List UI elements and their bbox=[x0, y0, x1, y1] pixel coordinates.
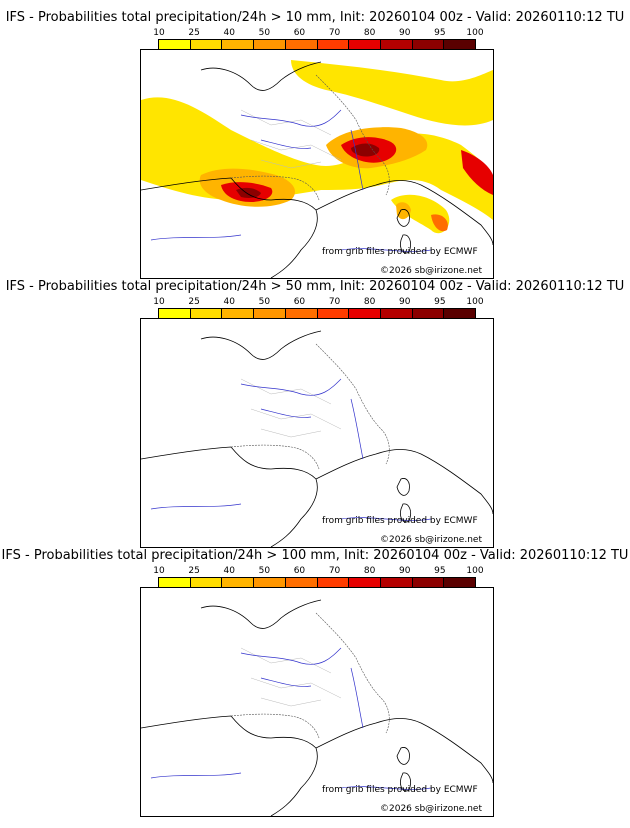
scale-tick-label: 95 bbox=[434, 566, 446, 576]
copyright-credit: ©2026 sb@irizone.net bbox=[380, 266, 482, 276]
probability-shading bbox=[141, 60, 493, 234]
coastlines bbox=[141, 599, 493, 816]
data-source-credit: from grib files provided by ECMWF bbox=[322, 516, 478, 526]
panel-title: IFS - Probabilities total precipitation/… bbox=[1, 548, 629, 563]
color-scale-labels: 10 25 40 50 60 70 80 90 95 100 bbox=[153, 297, 483, 307]
scale-swatch bbox=[222, 40, 255, 49]
scale-swatch bbox=[254, 40, 286, 49]
coastlines bbox=[141, 61, 493, 278]
scale-tick-label: 50 bbox=[258, 566, 271, 576]
scale-tick-label: 95 bbox=[434, 28, 446, 38]
scale-swatch bbox=[222, 309, 255, 318]
scale-tick-label: 100 bbox=[466, 566, 484, 576]
scale-tick-label: 60 bbox=[293, 28, 306, 38]
precipitation-map: from grib files provided by ECMWF ©2026 … bbox=[140, 49, 494, 279]
scale-tick-label: 10 bbox=[153, 297, 165, 307]
scale-tick-label: 100 bbox=[466, 297, 484, 307]
country-borders bbox=[230, 343, 390, 470]
scale-tick-label: 70 bbox=[328, 28, 341, 38]
rivers bbox=[150, 109, 432, 252]
scale-tick-label: 40 bbox=[223, 28, 235, 38]
scale-tick-label: 90 bbox=[399, 297, 411, 307]
panel-10mm: IFS - Probabilities total precipitation/… bbox=[0, 10, 630, 280]
scale-tick-label: 40 bbox=[223, 297, 235, 307]
scale-tick-label: 80 bbox=[363, 297, 376, 307]
scale-swatch bbox=[159, 578, 191, 587]
scale-swatch bbox=[349, 578, 381, 587]
scale-swatch bbox=[412, 309, 445, 318]
scale-swatch bbox=[317, 309, 350, 318]
panel-100mm: IFS - Probabilities total precipitation/… bbox=[0, 548, 630, 828]
scale-tick-label: 100 bbox=[466, 28, 484, 38]
scale-swatch bbox=[380, 578, 413, 587]
scale-tick-label: 25 bbox=[188, 28, 200, 38]
scale-swatch bbox=[285, 578, 318, 587]
scale-swatch bbox=[317, 40, 350, 49]
data-source-credit: from grib files provided by ECMWF bbox=[322, 247, 478, 257]
rivers bbox=[150, 378, 432, 521]
scale-tick-label: 60 bbox=[293, 566, 306, 576]
scale-swatch bbox=[190, 578, 223, 587]
scale-swatch bbox=[190, 40, 223, 49]
scale-swatch bbox=[444, 40, 476, 49]
scale-swatch bbox=[317, 578, 350, 587]
scale-swatch bbox=[285, 309, 318, 318]
scale-swatch bbox=[412, 40, 445, 49]
copyright-credit: ©2026 sb@irizone.net bbox=[380, 804, 482, 814]
rivers bbox=[150, 647, 432, 790]
scale-tick-label: 50 bbox=[258, 297, 271, 307]
scale-swatch bbox=[159, 309, 191, 318]
panel-50mm: IFS - Probabilities total precipitation/… bbox=[0, 279, 630, 549]
scale-tick-label: 60 bbox=[293, 297, 306, 307]
panel-title: IFS - Probabilities total precipitation/… bbox=[5, 279, 625, 294]
map-graphic bbox=[141, 330, 493, 547]
scale-swatch bbox=[349, 40, 381, 49]
scale-tick-label: 50 bbox=[258, 28, 271, 38]
scale-swatch bbox=[159, 40, 191, 49]
scale-tick-label: 80 bbox=[363, 28, 376, 38]
scale-swatch bbox=[222, 578, 255, 587]
scale-swatch bbox=[349, 309, 381, 318]
scale-tick-label: 80 bbox=[363, 566, 376, 576]
scale-swatch bbox=[444, 309, 476, 318]
data-source-credit: from grib files provided by ECMWF bbox=[322, 785, 478, 795]
scale-swatch bbox=[190, 309, 223, 318]
scale-swatch bbox=[412, 578, 445, 587]
scale-tick-label: 25 bbox=[188, 566, 200, 576]
panel-title: IFS - Probabilities total precipitation/… bbox=[5, 10, 625, 25]
color-scale-labels: 10 25 40 50 60 70 80 90 95 100 bbox=[153, 28, 483, 38]
precipitation-map: from grib files provided by ECMWF ©2026 … bbox=[140, 587, 494, 817]
scale-tick-label: 40 bbox=[223, 566, 235, 576]
scale-swatch bbox=[380, 309, 413, 318]
regional-borders bbox=[240, 647, 342, 707]
scale-swatch bbox=[254, 309, 286, 318]
color-scale-labels: 10 25 40 50 60 70 80 90 95 100 bbox=[153, 566, 483, 576]
country-borders bbox=[230, 612, 390, 739]
scale-tick-label: 25 bbox=[188, 297, 200, 307]
scale-tick-label: 70 bbox=[328, 566, 341, 576]
regional-borders bbox=[240, 378, 342, 438]
scale-swatch bbox=[380, 40, 413, 49]
map-graphic bbox=[141, 60, 493, 278]
scale-swatch bbox=[285, 40, 318, 49]
scale-tick-label: 90 bbox=[399, 566, 411, 576]
scale-tick-label: 70 bbox=[328, 297, 341, 307]
scale-tick-label: 10 bbox=[153, 28, 165, 38]
copyright-credit: ©2026 sb@irizone.net bbox=[380, 535, 482, 545]
scale-tick-label: 10 bbox=[153, 566, 165, 576]
coastlines bbox=[141, 330, 493, 547]
country-borders bbox=[230, 74, 390, 201]
scale-tick-label: 95 bbox=[434, 297, 446, 307]
precipitation-map: from grib files provided by ECMWF ©2026 … bbox=[140, 318, 494, 548]
scale-swatch bbox=[254, 578, 286, 587]
map-graphic bbox=[141, 599, 493, 816]
scale-tick-label: 90 bbox=[399, 28, 411, 38]
scale-swatch bbox=[444, 578, 476, 587]
